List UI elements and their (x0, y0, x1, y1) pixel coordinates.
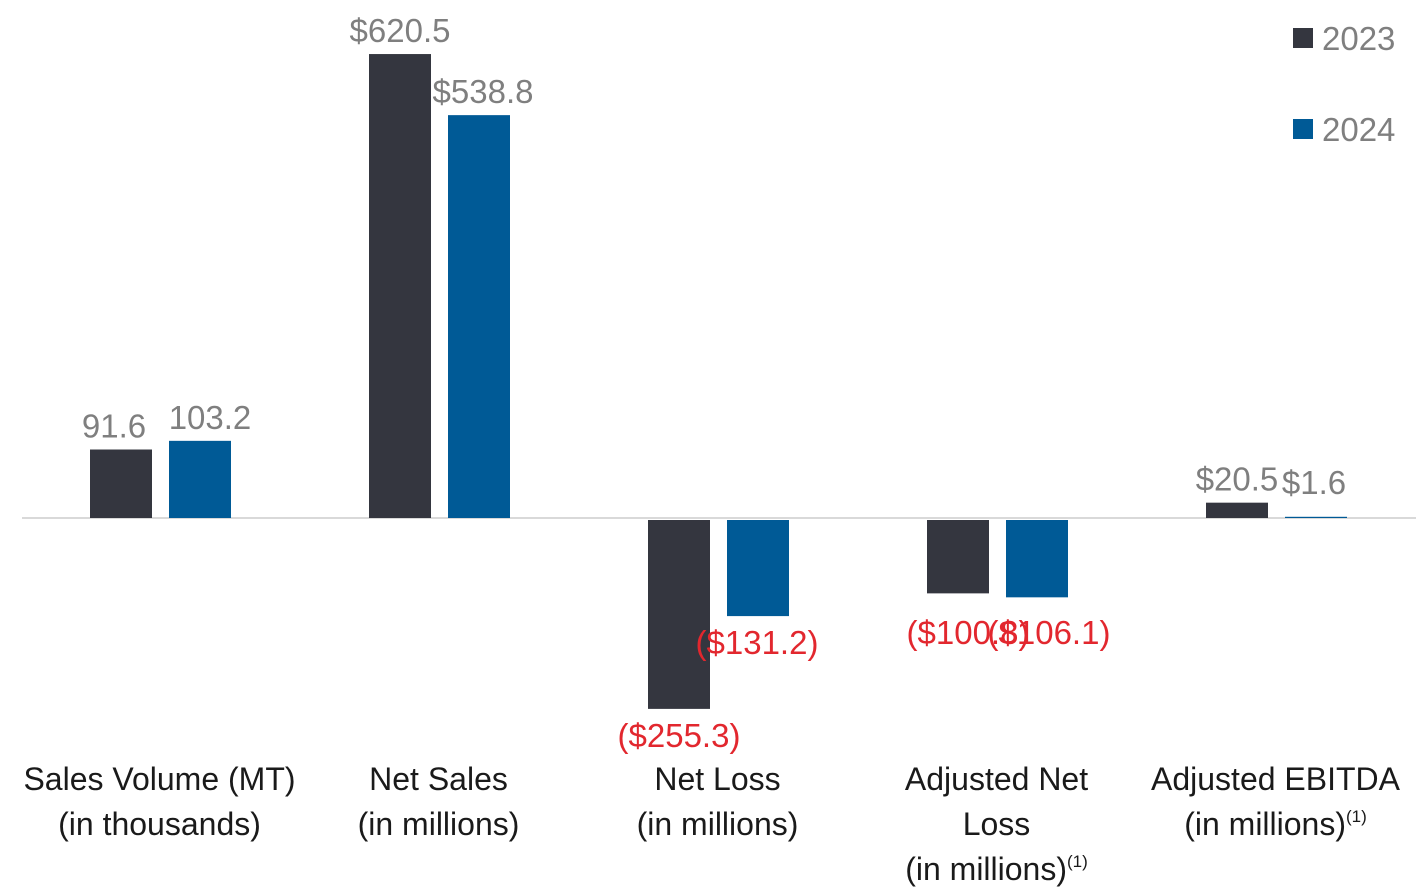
legend-label-2023: 2023 (1322, 20, 1395, 57)
value-label-2023-4: $20.5 (1196, 461, 1279, 498)
value-label-2024-0: 103.2 (169, 399, 252, 436)
category-label-4: Adjusted EBITDA (in millions)(1) (1151, 761, 1401, 842)
bar-2024-3 (1006, 520, 1068, 598)
legend-swatch-2023 (1293, 28, 1313, 48)
legend-label-2024: 2024 (1322, 111, 1395, 148)
footnote-marker: (1) (1067, 852, 1088, 871)
bar-2023-3 (927, 520, 989, 594)
category-label-1: Net Sales (in millions) (358, 761, 520, 842)
bar-2024-1 (448, 115, 510, 519)
bar-2023-0 (90, 449, 152, 518)
category-label-2: Net Loss (in millions) (637, 761, 799, 842)
value-label-2024-1: $538.8 (433, 73, 534, 110)
bar-2023-4 (1206, 502, 1268, 518)
value-label-2023-0: 91.6 (82, 408, 146, 445)
bar-2024-2 (727, 520, 789, 617)
value-label-2023-3: ($100.8) (907, 614, 1030, 651)
bar-2024-0 (169, 440, 231, 518)
value-label-2024-2: ($131.2) (696, 624, 819, 661)
value-label-2024-3: ($106.1) (988, 614, 1111, 651)
bar-2023-2 (648, 520, 710, 709)
value-label-2023-2: ($255.3) (618, 717, 741, 754)
footnote-marker: (1) (1346, 807, 1367, 826)
value-label-2023-1: $620.5 (350, 12, 451, 49)
bar-2023-1 (369, 54, 431, 518)
category-label-0: Sales Volume (MT) (in thousands) (23, 761, 295, 842)
category-label-3: Adjusted Net Loss (in millions)(1) (905, 761, 1088, 887)
legend-swatch-2024 (1293, 119, 1313, 139)
value-label-2024-4: $1.6 (1282, 464, 1346, 501)
bar-2024-4 (1285, 516, 1347, 518)
